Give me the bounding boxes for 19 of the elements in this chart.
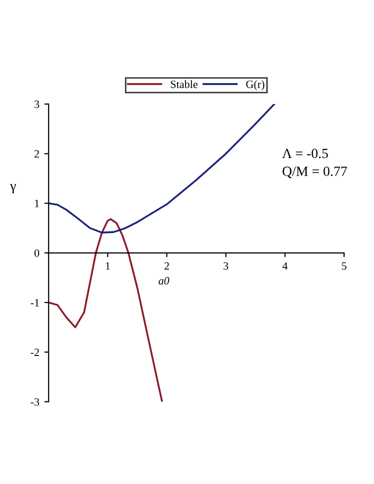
legend-label: G(r) [246,80,264,90]
x-tick-label: 5 [342,262,346,270]
x-tick-label: 2 [164,262,169,270]
y-tick-label: -1 [30,299,39,306]
y-tick-label: -2 [30,348,39,356]
y-tick-label: 0 [34,249,40,257]
line-series [48,104,276,234]
y-tick-label: -3 [30,398,40,406]
x-axis-title: a0 [158,277,170,285]
x-tick-label: 3 [224,262,228,270]
annotation: Λ = -0.5 [282,148,328,158]
y-tick-label: 2 [34,150,39,158]
x-tick-label: 4 [282,262,288,270]
y-axis-title: γ [10,184,16,194]
x-tick-label: 1 [106,262,110,270]
legend-label: Stable [170,80,198,88]
annotation: Q/M = 0.77 [282,166,347,178]
y-tick-label: 1 [35,200,39,208]
y-tick-label: 3 [34,100,40,108]
